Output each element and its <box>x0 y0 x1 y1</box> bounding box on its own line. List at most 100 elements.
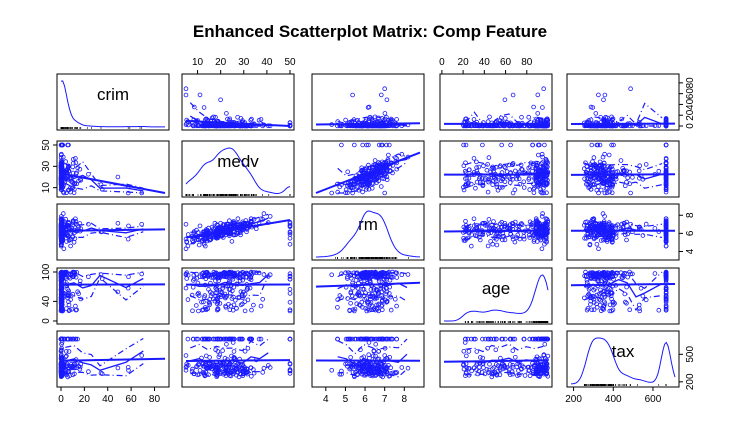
panel-medv-vs-rm <box>311 140 425 198</box>
data-point <box>211 114 216 120</box>
data-point <box>471 117 477 122</box>
data-point <box>519 115 524 120</box>
data-point <box>540 105 545 110</box>
data-point <box>345 169 351 175</box>
data-point <box>405 272 411 277</box>
data-point <box>359 299 365 305</box>
data-point <box>502 165 508 171</box>
data-point <box>625 274 630 280</box>
data-point <box>251 302 256 308</box>
data-point <box>351 142 357 148</box>
data-point <box>535 111 540 116</box>
panel-frame <box>56 73 170 131</box>
data-point <box>531 104 536 110</box>
data-point <box>485 162 490 167</box>
data-point <box>526 114 531 120</box>
data-point <box>541 86 546 91</box>
data-point <box>343 117 348 123</box>
data-point <box>601 97 606 103</box>
data-point <box>487 114 492 120</box>
panel-crim-vs-tax <box>566 73 680 131</box>
data-point <box>589 142 595 148</box>
data-point <box>329 272 335 278</box>
data-point <box>386 152 391 158</box>
data-point <box>480 142 485 148</box>
data-point <box>86 221 91 227</box>
panel-tax-vs-crim <box>56 330 170 388</box>
variable-label-crim: crim <box>97 85 129 104</box>
data-point <box>643 297 649 303</box>
data-point <box>502 116 508 121</box>
data-point <box>394 117 399 122</box>
data-point <box>652 271 658 276</box>
variable-label-rm: rm <box>358 215 378 234</box>
data-point <box>476 164 482 170</box>
panel-crim-vs-medv <box>181 73 295 131</box>
data-point <box>335 305 340 310</box>
data-point <box>260 296 266 302</box>
data-point <box>197 223 203 229</box>
data-point <box>213 114 218 120</box>
data-point <box>484 167 490 173</box>
data-point <box>378 92 384 98</box>
data-point <box>643 221 649 227</box>
data-point <box>499 142 505 148</box>
data-point <box>190 308 195 314</box>
data-point <box>468 243 474 249</box>
panel-age-vs-rm <box>311 267 425 325</box>
data-point <box>521 179 527 185</box>
panel-age-vs-medv <box>181 267 295 325</box>
data-point <box>258 117 264 122</box>
data-point <box>663 142 669 148</box>
data-point <box>372 158 378 163</box>
data-point <box>235 216 241 222</box>
data-point <box>502 237 508 243</box>
data-point <box>594 242 600 247</box>
data-point <box>388 307 394 313</box>
variable-label-medv: medv <box>217 152 259 171</box>
data-point <box>656 168 662 174</box>
data-point <box>249 116 254 122</box>
panel-rm-vs-medv <box>181 203 295 261</box>
panel-crim-vs-rm <box>311 73 425 131</box>
panel-age-vs-crim <box>56 267 170 325</box>
panel-age-vs-tax <box>566 267 680 325</box>
data-point <box>379 116 385 121</box>
data-point <box>183 285 189 291</box>
data-point <box>287 242 293 247</box>
panel-medv-vs-crim <box>56 140 170 198</box>
data-point <box>510 236 516 242</box>
data-point <box>73 303 78 309</box>
data-point <box>630 175 635 180</box>
panel-rm-vs-age <box>439 203 553 261</box>
data-point <box>512 168 518 174</box>
data-point <box>192 104 197 110</box>
data-point <box>591 155 597 160</box>
data-point <box>535 92 541 98</box>
data-point <box>382 111 388 116</box>
data-point <box>656 307 662 313</box>
data-point <box>593 111 599 116</box>
spread-upper <box>189 102 269 127</box>
data-point <box>201 105 207 110</box>
data-point <box>224 111 229 116</box>
data-point <box>527 187 532 192</box>
data-point <box>115 365 121 371</box>
data-point <box>378 184 384 189</box>
data-point <box>596 246 601 252</box>
data-point <box>481 163 486 169</box>
panel-rm-vs-crim <box>56 203 170 261</box>
data-point <box>521 236 527 242</box>
data-point <box>125 236 131 242</box>
data-point <box>348 300 353 306</box>
data-point <box>622 291 628 297</box>
data-point <box>115 174 121 180</box>
data-point <box>624 284 629 290</box>
data-point <box>392 296 398 302</box>
data-point <box>287 299 293 305</box>
data-point <box>185 232 191 237</box>
data-point <box>588 117 594 123</box>
data-point <box>66 349 72 354</box>
panel-frame <box>181 73 295 131</box>
